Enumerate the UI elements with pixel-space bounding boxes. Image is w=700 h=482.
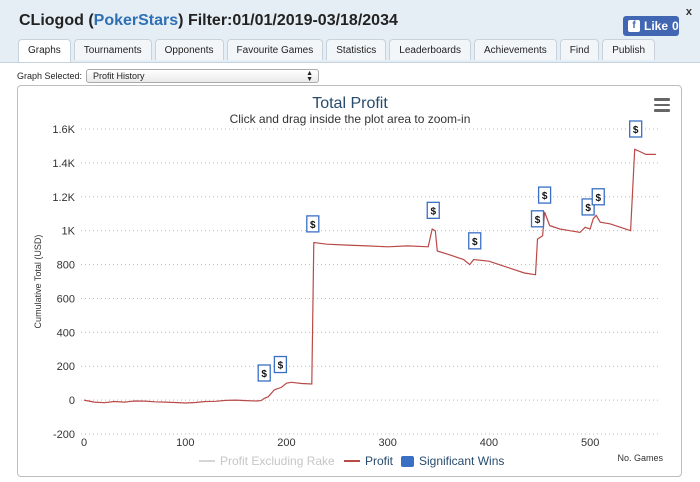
significant-win-flag[interactable]	[591, 188, 605, 206]
significant-win-symbol: $	[310, 220, 316, 231]
significant-win-flag[interactable]	[426, 201, 440, 219]
legend-label-profit: Profit	[365, 454, 394, 468]
significant-win-symbol: $	[595, 193, 601, 204]
significant-win-symbol: $	[535, 215, 541, 226]
legend-label-excluding-rake: Profit Excluding Rake	[220, 454, 335, 468]
profit-series-line	[83, 148, 656, 404]
significant-win-symbol: $	[278, 361, 284, 372]
y-tick-label: 600	[57, 293, 75, 305]
date-filter: Filter:01/01/2019-03/18/2034	[187, 12, 398, 29]
y-tick-label: 400	[57, 327, 75, 339]
page-header: CLiogod (PokerStars) Filter:01/01/2019-0…	[0, 0, 700, 63]
close-icon[interactable]: x	[685, 6, 692, 18]
tab-achievements[interactable]: Achievements	[473, 39, 557, 60]
significant-win-flag[interactable]	[273, 355, 288, 374]
y-tick-label: 1.2K	[52, 192, 75, 204]
significant-win-symbol: $	[542, 191, 548, 202]
site-link[interactable]: PokerStars	[93, 12, 179, 29]
significant-win-flag[interactable]	[306, 215, 320, 233]
tab-leaderboards[interactable]: Leaderboards	[389, 39, 471, 60]
x-tick-label: 300	[379, 437, 397, 449]
like-label: Like	[644, 19, 669, 33]
significant-win-flag[interactable]	[257, 364, 271, 382]
legend-label-significant-wins: Significant Wins	[419, 454, 505, 468]
significant-win-flag[interactable]	[629, 120, 643, 138]
significant-win-symbol: $	[472, 237, 478, 248]
tab-opponents[interactable]: Opponents	[154, 39, 224, 60]
graph-select-dropdown[interactable]: Profit History ▲ ▼	[86, 69, 320, 83]
x-tick-label: 0	[81, 437, 87, 449]
y-axis-title: Cumulative Total (USD)	[33, 235, 43, 329]
y-tick-label: 1K	[62, 226, 76, 238]
legend-square-significant-wins-icon	[401, 455, 414, 467]
chart-title: Total Profit	[312, 95, 388, 112]
tab-tournaments[interactable]: Tournaments	[73, 39, 152, 60]
facebook-like-button[interactable]: f Like 0	[623, 16, 679, 36]
y-tick-label: 1.6K	[52, 124, 75, 136]
x-axis-title: No. Games	[617, 453, 663, 463]
x-tick-label: 400	[480, 437, 498, 449]
legend-item-profit[interactable]: Profit	[344, 454, 393, 468]
legend-line-profit-icon	[344, 460, 360, 462]
x-tick-label: 500	[581, 437, 599, 449]
y-tick-label: 1.4K	[52, 158, 75, 170]
significant-win-symbol: $	[633, 125, 639, 136]
tab-bar: Graphs Tournaments Opponents Favourite Game…	[18, 39, 656, 62]
significant-win-symbol: $	[430, 206, 436, 217]
tab-statistics[interactable]: Statistics	[326, 39, 387, 60]
graph-select-label: Graph Selected:	[17, 71, 83, 81]
x-tick-label: 200	[277, 437, 295, 449]
site-open-paren: (	[88, 12, 94, 29]
significant-win-flag[interactable]	[468, 232, 482, 250]
legend-item-excluding-rake[interactable]: Profit Excluding Rake	[199, 454, 335, 468]
y-tick-label: -200	[53, 429, 75, 441]
legend-item-significant-wins[interactable]: Significant Wins	[401, 454, 504, 468]
thumbs-up-icon: f	[628, 20, 640, 32]
player-name: CLiogod	[19, 12, 84, 29]
graph-select-value: Profit History	[93, 71, 145, 81]
legend-line-excluding-rake-icon	[199, 460, 215, 462]
site-close-paren: )	[178, 12, 184, 29]
tab-graphs[interactable]: Graphs	[18, 39, 71, 62]
tab-find[interactable]: Find	[559, 39, 600, 60]
page-title: CLiogod (PokerStars) Filter:01/01/2019-0…	[19, 12, 398, 30]
y-tick-label: 200	[57, 361, 75, 373]
tab-favourite-games[interactable]: Favourite Games	[226, 39, 324, 60]
significant-win-symbol: $	[585, 203, 591, 214]
tab-publish[interactable]: Publish	[602, 39, 656, 60]
chart-subtitle: Click and drag inside the plot area to z…	[230, 112, 471, 126]
significant-win-flag[interactable]	[537, 186, 552, 204]
significant-win-flag[interactable]	[581, 198, 595, 216]
chart-container[interactable]	[17, 85, 682, 477]
y-tick-label: 800	[57, 260, 75, 272]
graph-select-row: Graph Selected: Profit History ▲ ▼	[17, 69, 320, 83]
like-count: 0	[672, 19, 679, 33]
y-tick-label: 0	[69, 395, 75, 407]
significant-win-symbol: $	[261, 369, 267, 380]
x-tick-label: 100	[176, 437, 194, 449]
select-arrows-icon: ▲ ▼	[306, 70, 314, 83]
chart-menu-icon[interactable]	[654, 98, 670, 112]
significant-win-flag[interactable]	[530, 210, 545, 228]
